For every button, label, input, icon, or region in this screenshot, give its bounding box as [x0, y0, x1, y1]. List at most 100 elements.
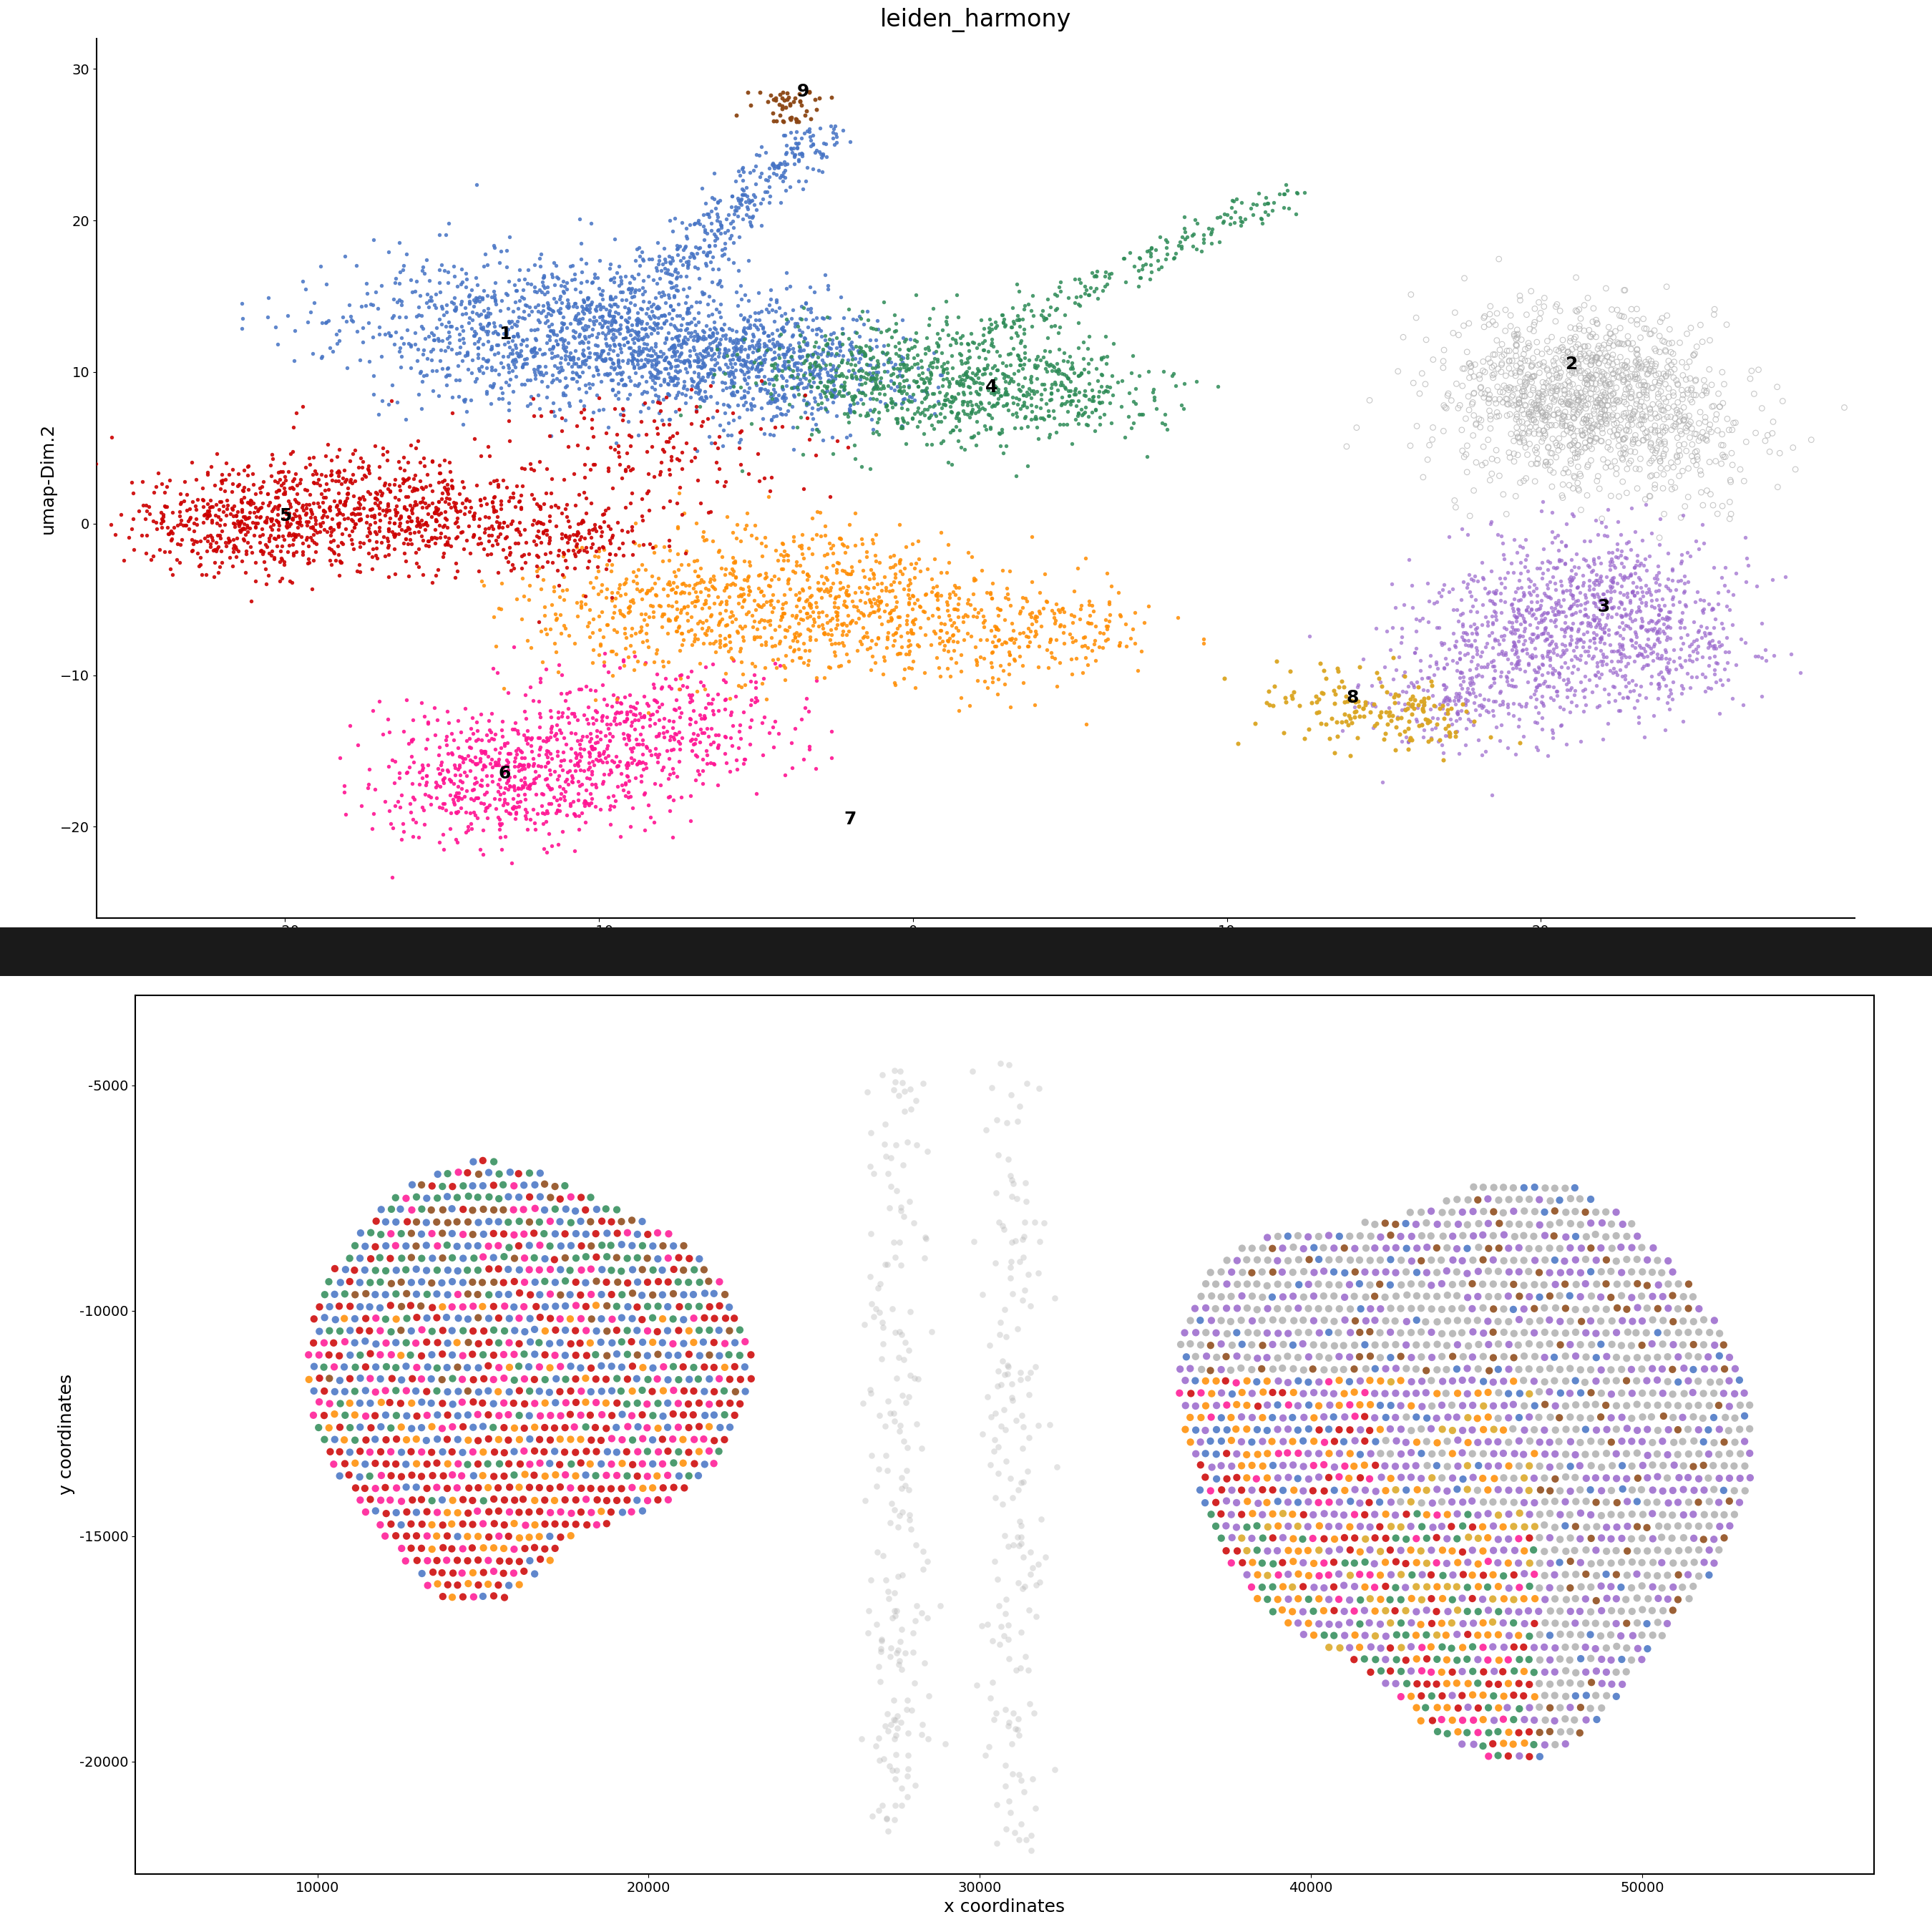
Point: [1499, 630, 1530, 661]
Point: [1188, 228, 1219, 259]
Point: [570, 775, 601, 806]
Point: [761, 284, 792, 315]
Point: [568, 296, 599, 327]
Point: [694, 332, 724, 363]
Point: [611, 564, 641, 595]
Point: [1524, 1619, 1555, 1650]
Point: [752, 562, 782, 593]
Point: [526, 732, 556, 763]
Point: [541, 340, 572, 371]
Point: [228, 475, 259, 506]
Point: [477, 491, 508, 522]
Point: [638, 591, 668, 622]
Point: [469, 794, 500, 825]
Point: [989, 1395, 1020, 1426]
Point: [560, 1219, 591, 1250]
Point: [817, 377, 848, 408]
Point: [601, 298, 632, 328]
Point: [566, 1447, 597, 1478]
Point: [1362, 707, 1393, 738]
Point: [740, 354, 771, 384]
Point: [593, 759, 624, 790]
Point: [800, 319, 831, 350]
Point: [1619, 423, 1650, 454]
Point: [1314, 1389, 1345, 1420]
Point: [278, 529, 309, 560]
Point: [354, 475, 384, 506]
Point: [1522, 444, 1553, 475]
Point: [1231, 1536, 1262, 1567]
Point: [1186, 1403, 1217, 1434]
Point: [1426, 580, 1457, 611]
Point: [1631, 377, 1662, 408]
Point: [976, 583, 1007, 614]
Point: [1432, 1306, 1463, 1337]
Point: [1636, 346, 1667, 377]
Point: [952, 328, 983, 359]
Point: [406, 487, 437, 518]
Point: [1546, 1378, 1577, 1408]
Point: [412, 761, 442, 792]
Point: [1549, 601, 1580, 632]
Point: [1704, 1414, 1735, 1445]
Point: [508, 1484, 539, 1515]
Point: [597, 336, 628, 367]
Point: [1457, 582, 1488, 612]
Point: [970, 357, 1001, 388]
Point: [1617, 425, 1648, 456]
Point: [514, 583, 545, 614]
Point: [493, 350, 524, 381]
Point: [1663, 585, 1694, 616]
Point: [1575, 1233, 1605, 1264]
Point: [1463, 1304, 1493, 1335]
Point: [1607, 1451, 1638, 1482]
Point: [1696, 417, 1727, 448]
Point: [400, 276, 431, 307]
Point: [1003, 369, 1034, 400]
Point: [844, 363, 875, 394]
Point: [1520, 622, 1551, 653]
Point: [647, 611, 678, 641]
Point: [810, 354, 840, 384]
Point: [837, 381, 867, 412]
Point: [1426, 630, 1457, 661]
Point: [207, 516, 238, 547]
Point: [680, 585, 711, 616]
Point: [433, 1254, 464, 1285]
Point: [883, 1080, 914, 1111]
Point: [1267, 178, 1298, 209]
Point: [502, 321, 533, 352]
Point: [705, 207, 736, 238]
Point: [875, 386, 906, 417]
Point: [796, 350, 827, 381]
Point: [1461, 618, 1492, 649]
Point: [396, 1267, 427, 1298]
Point: [460, 742, 491, 773]
Point: [1555, 624, 1586, 655]
Point: [1586, 583, 1617, 614]
Point: [991, 1107, 1022, 1138]
Point: [1354, 1511, 1385, 1542]
Point: [1636, 404, 1667, 435]
Point: [537, 261, 568, 292]
Point: [678, 346, 709, 377]
Point: [1005, 641, 1036, 672]
Point: [686, 612, 717, 643]
Point: [678, 321, 709, 352]
Point: [1211, 1244, 1242, 1275]
Point: [1660, 412, 1690, 442]
Point: [612, 777, 643, 808]
Point: [1022, 651, 1053, 682]
Point: [1385, 1559, 1416, 1590]
Point: [883, 1700, 914, 1731]
Point: [682, 560, 713, 591]
Point: [773, 346, 804, 377]
Point: [572, 294, 603, 325]
Point: [885, 554, 916, 585]
Point: [821, 323, 852, 354]
Point: [1051, 396, 1082, 427]
Point: [1675, 384, 1706, 415]
Point: [711, 570, 742, 601]
Point: [1650, 643, 1681, 674]
Point: [1084, 388, 1115, 419]
